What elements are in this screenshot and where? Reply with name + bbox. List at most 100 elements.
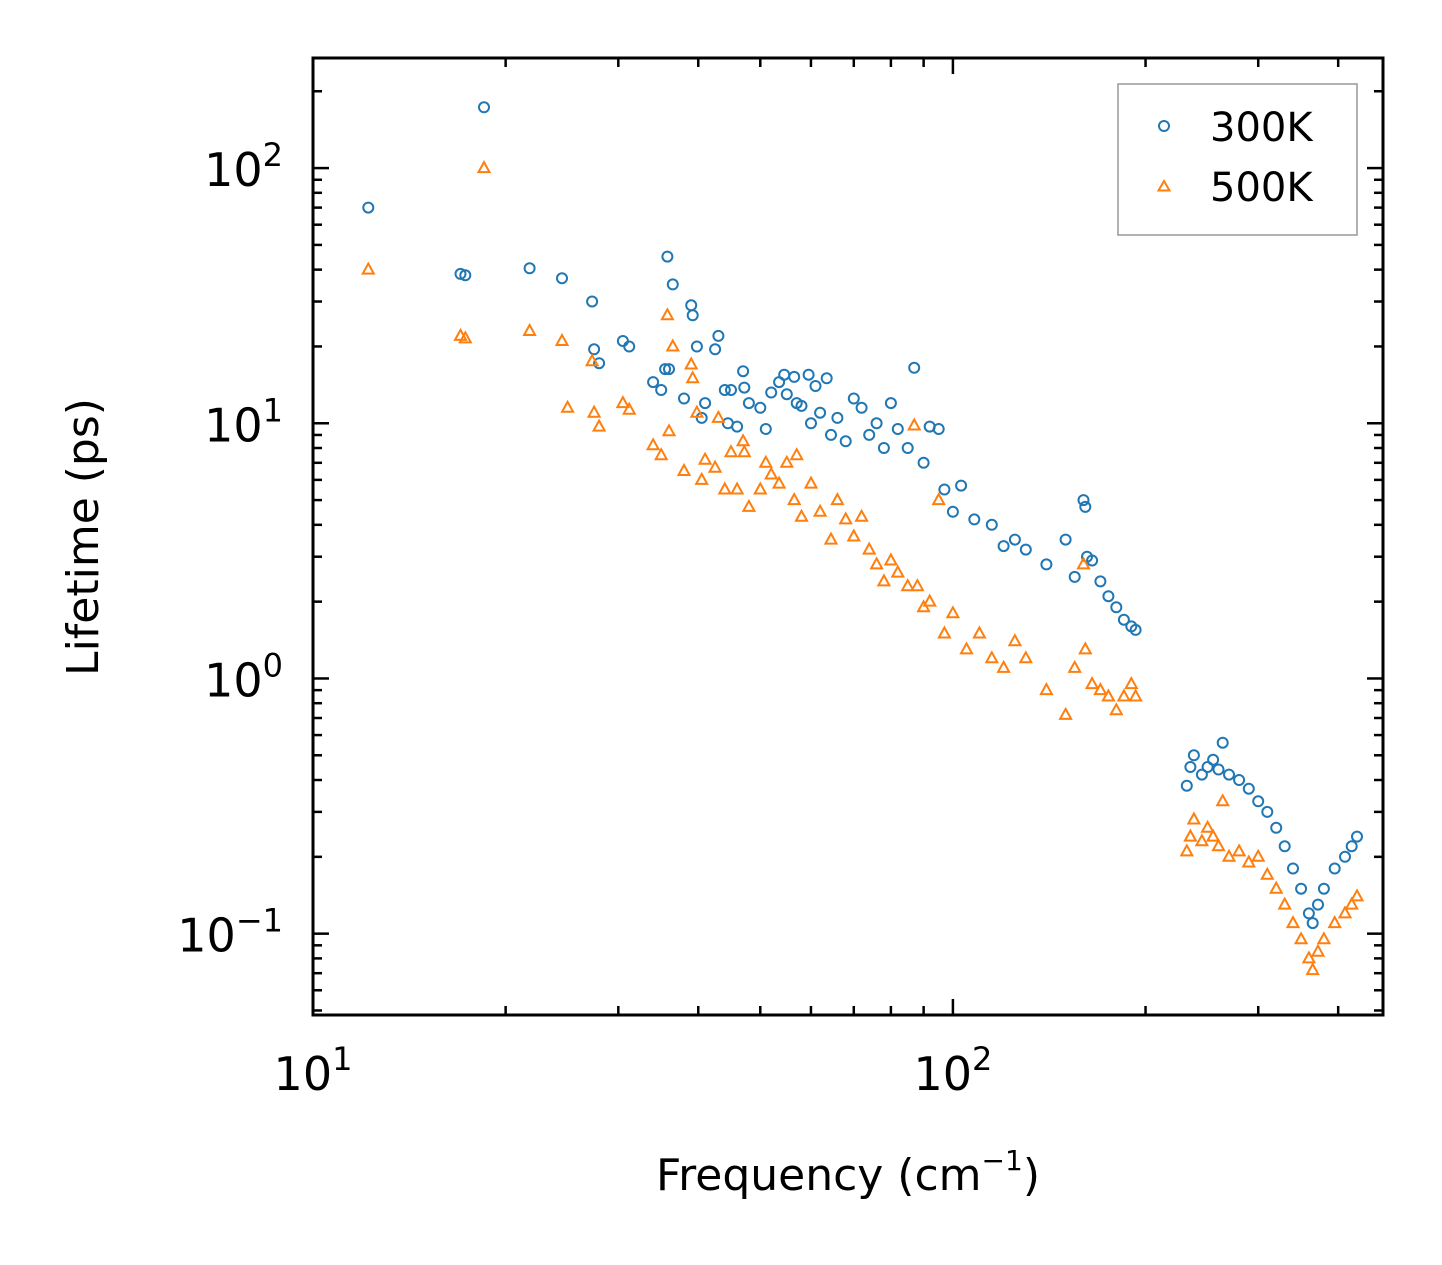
point-500k-64: [1018, 650, 1033, 664]
point-300k-93: [1252, 795, 1265, 808]
point-300k-89: [1216, 736, 1229, 749]
x-axis-label: Frequency (cm−1): [656, 1144, 1040, 1201]
y-axis-label: Lifetime (ps): [58, 398, 109, 676]
point-500k-73: [1109, 702, 1124, 716]
point-300k-64: [968, 513, 981, 526]
point-300k-67: [1008, 533, 1021, 546]
point-300k-16: [666, 278, 679, 291]
point-500k-74: [1116, 688, 1132, 702]
point-500k-57: [937, 625, 952, 639]
point-500k-7: [584, 353, 600, 367]
point-300k-106: [1351, 830, 1363, 843]
point-500k-85: [1221, 848, 1237, 862]
legend-label-300k: 300K: [1210, 105, 1314, 151]
point-500k-42: [830, 492, 845, 506]
point-500k-100: [1344, 896, 1359, 910]
point-300k-28: [731, 420, 744, 433]
point-300k-61: [938, 483, 951, 496]
point-300k-78: [1110, 601, 1123, 614]
point-500k-69: [1078, 641, 1093, 655]
point-500k-55: [922, 593, 937, 607]
point-500k-90: [1269, 880, 1284, 894]
point-300k-6: [586, 295, 599, 308]
point-300k-52: [870, 417, 883, 430]
point-300k-62: [946, 505, 959, 518]
point-500k-52: [907, 417, 922, 431]
point-500k-83: [1211, 838, 1226, 852]
point-300k-25: [718, 384, 731, 396]
point-300k-58: [917, 456, 930, 469]
point-300k-22: [699, 397, 712, 410]
point-300k-81: [1129, 623, 1142, 636]
point-300k-45: [820, 372, 833, 385]
tick-labels: 101 102 10−1 100 101 102: [177, 136, 992, 1101]
point-300k-32: [754, 401, 767, 414]
point-300k-102: [1317, 882, 1330, 895]
point-300k-51: [863, 428, 876, 441]
point-500k-29: [737, 444, 752, 458]
point-500k-65: [1039, 682, 1054, 696]
point-500k-23: [707, 459, 723, 473]
point-300k-69: [1040, 558, 1053, 571]
legend: 300K 500K: [1117, 83, 1358, 236]
point-300k-11: [647, 376, 660, 389]
point-300k-98: [1295, 882, 1308, 895]
point-500k-84: [1215, 793, 1230, 807]
point-300k-12: [655, 384, 668, 396]
point-300k-42: [805, 417, 817, 430]
point-300k-40: [795, 399, 808, 412]
point-300k-99: [1302, 907, 1315, 920]
point-500k-6: [560, 399, 575, 413]
point-500k-24: [711, 409, 726, 423]
point-500k-2: [458, 330, 473, 344]
point-300k-71: [1068, 570, 1081, 583]
point-300k-41: [802, 368, 815, 381]
point-300k-17: [678, 392, 690, 405]
point-300k-48: [839, 435, 852, 448]
point-300k-101: [1312, 898, 1324, 911]
point-300k-3: [478, 101, 490, 114]
point-500k-62: [996, 659, 1011, 673]
point-500k-67: [1067, 659, 1082, 673]
point-500k-63: [1007, 633, 1023, 647]
point-300k-27: [725, 384, 737, 396]
point-300k-95: [1270, 821, 1283, 834]
point-500k-50: [890, 564, 905, 578]
point-500k-16: [665, 338, 680, 352]
point-500k-101: [1349, 888, 1365, 902]
point-300k-66: [997, 540, 1010, 553]
point-500k-5: [554, 332, 570, 346]
point-500k-37: [789, 447, 804, 461]
point-300k-73: [1079, 500, 1092, 513]
point-500k-61: [984, 650, 999, 664]
point-500k-76: [1128, 688, 1143, 702]
point-500k-95: [1305, 962, 1320, 976]
point-300k-24: [712, 329, 725, 342]
point-300k-84: [1187, 749, 1200, 762]
point-500k-60: [972, 625, 987, 639]
point-300k-49: [847, 392, 860, 405]
point-500k-0: [361, 261, 376, 275]
point-500k-77: [1179, 843, 1194, 857]
point-500k-9: [591, 418, 607, 432]
point-300k-85: [1195, 768, 1208, 781]
point-500k-81: [1200, 819, 1215, 833]
point-300k-50: [855, 401, 868, 414]
point-300k-5: [556, 272, 568, 285]
point-500k-20: [689, 404, 705, 418]
point-300k-91: [1233, 774, 1246, 786]
point-500k-80: [1194, 833, 1210, 847]
point-300k-7: [588, 343, 601, 356]
point-500k-47: [869, 556, 884, 570]
point-300k-77: [1102, 590, 1115, 603]
point-300k-36: [778, 368, 791, 381]
point-500k-28: [735, 433, 751, 447]
point-300k-29: [737, 365, 750, 378]
point-500k-32: [758, 454, 773, 468]
point-300k-87: [1207, 753, 1220, 766]
point-500k-70: [1084, 676, 1100, 690]
point-500k-79: [1186, 811, 1202, 825]
point-300k-19: [686, 309, 699, 322]
point-300k-31: [742, 397, 755, 410]
